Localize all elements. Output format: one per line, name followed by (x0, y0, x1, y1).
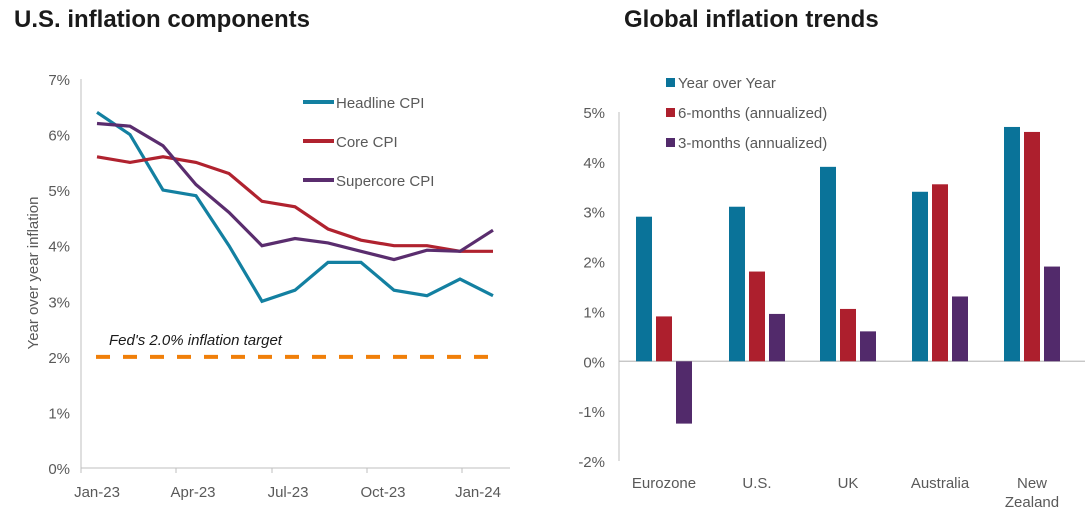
y-tick-label: 6% (48, 128, 70, 145)
legend-swatch (666, 138, 675, 147)
bar-new-zealand-2 (1044, 266, 1060, 362)
y-tick-label: -2% (578, 454, 605, 471)
bar-australia-2 (952, 296, 968, 362)
y-tick-label: 4% (48, 239, 70, 256)
legend-label: 3-months (annualized) (678, 135, 827, 152)
y-tick-label: 4% (583, 155, 605, 172)
chart-title-global-inflation: Global inflation trends (624, 6, 879, 33)
y-tick-label: 1% (48, 405, 70, 422)
series-line-headline-cpi (96, 110, 494, 304)
x-tick-label: Oct-23 (360, 484, 405, 501)
x-tick-label: Jan-24 (455, 484, 501, 501)
y-tick-label: 5% (48, 183, 70, 200)
bar-eurozone-2 (676, 361, 692, 424)
y-axis-label: Year over year inflation (25, 197, 42, 350)
bar-u-s--0 (729, 206, 745, 362)
bar-eurozone-0 (636, 216, 652, 362)
y-tick-label: 2% (48, 350, 70, 367)
bar-uk-1 (840, 308, 856, 362)
bar-u-s--1 (749, 271, 765, 362)
bar-new-zealand-1 (1024, 131, 1040, 362)
bar-australia-0 (912, 191, 928, 362)
y-tick-label: 0% (48, 461, 70, 478)
legend-label: Supercore CPI (336, 173, 434, 190)
x-tick-label: Jan-23 (74, 484, 120, 501)
series-line-core-cpi (96, 155, 493, 253)
x-category-label: U.S. (742, 475, 771, 492)
legend-label: 6-months (annualized) (678, 105, 827, 122)
bar-new-zealand-0 (1004, 126, 1020, 362)
x-tick-label: Jul-23 (268, 484, 309, 501)
x-category-label: UK (838, 475, 859, 492)
y-tick-label: 2% (583, 255, 605, 272)
bar-uk-2 (860, 331, 876, 362)
legend-label: Headline CPI (336, 95, 424, 112)
bar-eurozone-1 (656, 316, 672, 362)
y-tick-label: 3% (48, 294, 70, 311)
y-tick-label: -1% (578, 404, 605, 421)
legend-label: Year over Year (678, 75, 776, 92)
x-category-label: New (1017, 475, 1047, 492)
y-tick-label: 3% (583, 205, 605, 222)
fed-target-label: Fed's 2.0% inflation target (109, 332, 283, 349)
x-category-label: Australia (911, 475, 970, 492)
legend-label: Core CPI (336, 134, 398, 151)
y-tick-label: 7% (48, 72, 70, 89)
y-tick-label: 1% (583, 304, 605, 321)
y-tick-label: 5% (583, 105, 605, 122)
x-category-label: Eurozone (632, 475, 696, 492)
legend-swatch (666, 78, 675, 87)
bar-uk-0 (820, 166, 836, 362)
bar-u-s--2 (769, 313, 785, 362)
y-tick-label: 0% (583, 354, 605, 371)
chart-title-us-inflation: U.S. inflation components (14, 6, 311, 33)
series-line-supercore-cpi (96, 121, 494, 262)
legend-swatch (666, 108, 675, 117)
x-tick-label: Apr-23 (170, 484, 215, 501)
x-category-label: Zealand (1005, 494, 1059, 511)
bar-australia-1 (932, 184, 948, 362)
